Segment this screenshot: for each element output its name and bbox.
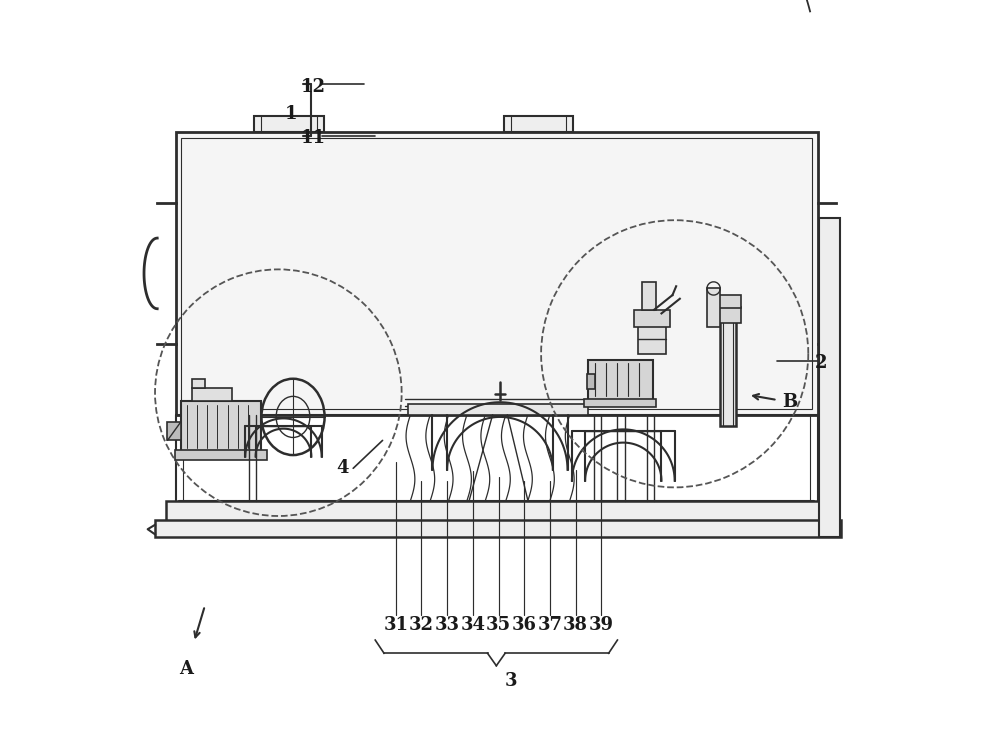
Text: 38: 38 [563, 617, 588, 634]
Text: 36: 36 [512, 617, 537, 634]
Text: 2: 2 [815, 355, 828, 372]
Bar [642, 282, 656, 310]
Bar [587, 374, 595, 389]
Text: 33: 33 [435, 617, 460, 634]
Text: 37: 37 [537, 617, 562, 634]
Bar [192, 388, 232, 401]
Text: 35: 35 [486, 617, 511, 634]
Text: 32: 32 [409, 617, 434, 634]
Text: 11: 11 [300, 129, 325, 147]
Text: 34: 34 [460, 617, 485, 634]
Bar [584, 399, 656, 407]
Text: 31: 31 [383, 617, 408, 634]
Bar [175, 450, 267, 460]
Text: A: A [179, 661, 193, 678]
Bar [155, 520, 841, 537]
Bar [176, 132, 818, 415]
Bar [819, 218, 840, 537]
Bar [638, 311, 666, 354]
Bar [167, 422, 181, 440]
Bar [181, 401, 261, 451]
Bar [717, 295, 741, 308]
Bar [166, 501, 830, 521]
Bar [504, 116, 573, 132]
Bar [723, 312, 733, 426]
Text: 4: 4 [336, 459, 348, 477]
Text: B: B [782, 393, 798, 411]
Bar [254, 116, 324, 132]
Bar [707, 288, 720, 327]
Bar [588, 360, 653, 400]
Bar [634, 310, 670, 327]
Text: 12: 12 [300, 78, 325, 95]
Bar [181, 138, 812, 409]
Bar [717, 307, 741, 323]
Bar [192, 379, 205, 388]
Text: 1: 1 [285, 105, 297, 123]
Bar [408, 404, 588, 415]
Text: 39: 39 [589, 617, 614, 634]
Bar [720, 312, 736, 426]
Text: 3: 3 [505, 672, 517, 690]
